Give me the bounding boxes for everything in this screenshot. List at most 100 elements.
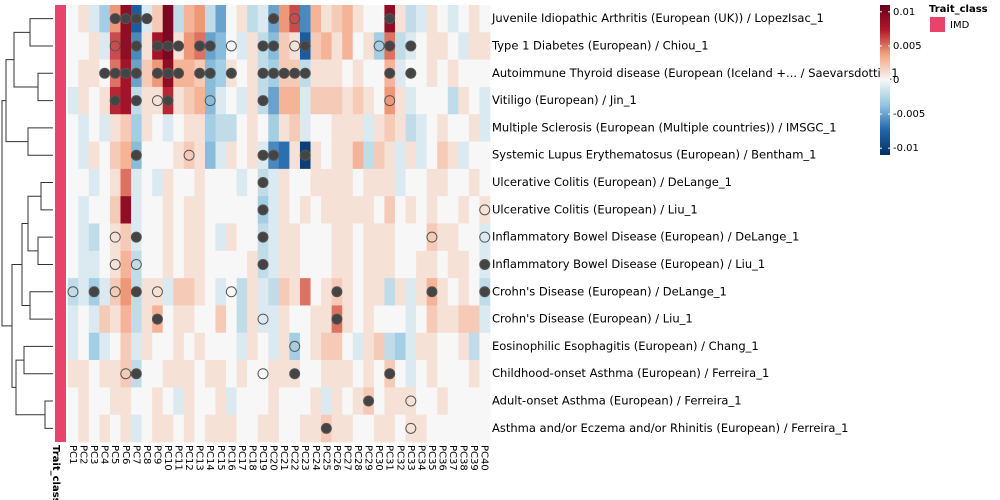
row-label: Crohn's Disease (European) / DeLange_1	[492, 284, 727, 298]
col-label: PC10	[162, 445, 173, 471]
heat-cell	[78, 196, 90, 224]
heat-cell	[331, 387, 343, 415]
heat-cell	[447, 32, 459, 60]
heat-cell	[352, 86, 364, 115]
heat-cell	[426, 332, 438, 361]
heat-cell	[416, 332, 427, 361]
col-label: PC12	[183, 445, 194, 471]
heat-cell	[236, 5, 248, 33]
heat-cell	[405, 250, 417, 279]
heat-cell	[141, 332, 153, 361]
point-filled	[299, 149, 311, 161]
col-label: PC22	[289, 445, 300, 471]
heat-cell	[226, 387, 237, 415]
heat-cell	[394, 168, 406, 197]
heat-cell	[405, 5, 417, 33]
heat-cell	[416, 196, 427, 224]
heat-cell	[426, 414, 438, 443]
heat-cell	[352, 414, 364, 443]
heat-cell	[437, 305, 449, 334]
heat-cell	[88, 250, 100, 279]
heat-cell	[204, 387, 216, 415]
heat-cell	[67, 196, 79, 224]
colorbar-label: 0.005	[893, 41, 922, 52]
col-label: PC2	[78, 445, 89, 464]
heat-cell	[120, 114, 132, 142]
heat-cell	[109, 141, 121, 170]
heat-cell	[342, 278, 354, 306]
annotation-label: Trait_class	[50, 445, 61, 500]
heat-cell	[67, 168, 79, 197]
heat-cell	[141, 114, 153, 142]
point-filled	[109, 13, 121, 25]
heat-cell	[458, 278, 470, 306]
heat-cell	[247, 32, 259, 60]
heat-cell	[131, 250, 142, 279]
row-label: Inflammatory Bowel Disease (European) / …	[492, 230, 799, 244]
heat-cell	[342, 5, 354, 33]
heat-cell	[310, 278, 322, 306]
heat-cell	[342, 360, 354, 388]
heat-cell	[257, 387, 269, 415]
heat-cell	[67, 387, 79, 415]
heat-cell	[194, 196, 206, 224]
heat-cell	[78, 250, 90, 279]
heat-cell	[204, 360, 216, 388]
heat-cell	[268, 114, 280, 142]
heat-cell	[120, 305, 132, 334]
heat-cell	[405, 332, 417, 361]
heat-cell	[215, 414, 227, 443]
heat-cell	[447, 114, 459, 142]
point-open	[479, 231, 491, 243]
heat-cell	[141, 141, 153, 170]
heat-cell	[109, 32, 121, 60]
heat-cell	[78, 141, 90, 170]
heat-cell	[363, 168, 375, 197]
heat-cell	[394, 32, 406, 60]
colorbar-label: -0.01	[893, 143, 919, 154]
heat-cell	[394, 387, 406, 415]
heat-cell	[257, 414, 269, 443]
point-open	[405, 422, 417, 434]
heat-cell	[394, 278, 406, 306]
heat-cell	[173, 5, 185, 33]
heat-cell	[394, 141, 406, 170]
row-label: Childhood-onset Asthma (European) / Ferr…	[492, 366, 769, 380]
heat-cell	[215, 278, 227, 306]
heat-cell	[215, 250, 227, 279]
heat-cell	[183, 114, 195, 142]
heat-cell	[384, 332, 396, 361]
point-filled	[109, 67, 121, 79]
heat-cell	[67, 5, 79, 33]
point-filled	[384, 13, 396, 25]
heat-cell	[236, 59, 248, 88]
heat-cell	[152, 5, 164, 33]
heat-cell	[204, 332, 216, 361]
heat-cell	[342, 305, 354, 334]
legend-label: IMD	[950, 20, 970, 31]
heat-cell	[194, 86, 206, 115]
heat-cell	[479, 387, 491, 415]
heat-cell	[468, 196, 480, 224]
heat-cell	[215, 86, 227, 115]
legend-title: Trait_class	[929, 4, 988, 15]
heat-cell	[342, 250, 354, 279]
heat-cell	[479, 223, 491, 252]
point-filled	[268, 67, 280, 79]
heat-cell	[384, 387, 396, 415]
heat-cell	[278, 360, 290, 388]
heat-cell	[468, 223, 480, 252]
heat-cell	[247, 305, 259, 334]
heat-cell	[416, 387, 427, 415]
heat-cell	[120, 250, 132, 279]
heat-cell	[373, 5, 385, 33]
dendro-branch	[5, 59, 28, 143]
heat-cell	[215, 387, 227, 415]
heat-cell	[479, 86, 491, 115]
heat-cell	[152, 168, 164, 197]
heat-cell	[299, 168, 311, 197]
heat-cell	[120, 141, 132, 170]
point-filled	[257, 149, 269, 161]
col-label: PC20	[268, 445, 279, 471]
point-open	[289, 40, 301, 52]
